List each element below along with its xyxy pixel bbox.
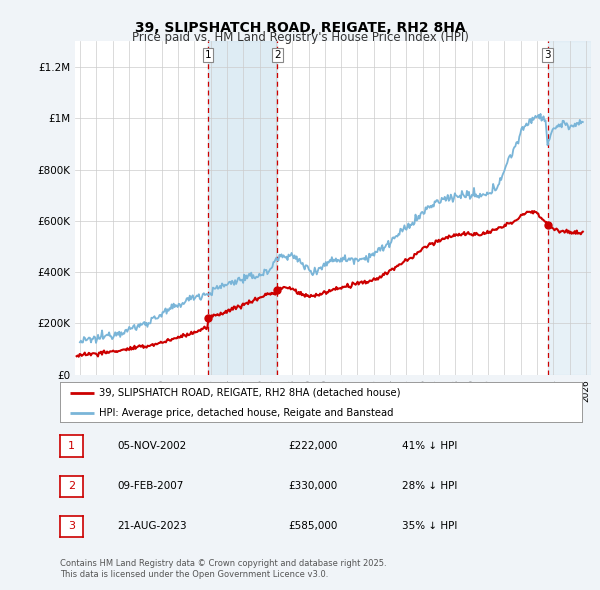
Text: 1: 1 bbox=[68, 441, 75, 451]
Text: 3: 3 bbox=[68, 522, 75, 531]
Text: Price paid vs. HM Land Registry's House Price Index (HPI): Price paid vs. HM Land Registry's House … bbox=[131, 31, 469, 44]
Text: 39, SLIPSHATCH ROAD, REIGATE, RH2 8HA: 39, SLIPSHATCH ROAD, REIGATE, RH2 8HA bbox=[134, 21, 466, 35]
Text: 09-FEB-2007: 09-FEB-2007 bbox=[117, 481, 184, 491]
Text: £330,000: £330,000 bbox=[288, 481, 337, 491]
Text: HPI: Average price, detached house, Reigate and Banstead: HPI: Average price, detached house, Reig… bbox=[99, 408, 394, 418]
Text: Contains HM Land Registry data © Crown copyright and database right 2025.
This d: Contains HM Land Registry data © Crown c… bbox=[60, 559, 386, 579]
Text: 05-NOV-2002: 05-NOV-2002 bbox=[117, 441, 186, 451]
Text: 39, SLIPSHATCH ROAD, REIGATE, RH2 8HA (detached house): 39, SLIPSHATCH ROAD, REIGATE, RH2 8HA (d… bbox=[99, 388, 401, 398]
Text: 1: 1 bbox=[205, 50, 211, 60]
Text: £585,000: £585,000 bbox=[288, 522, 337, 531]
Bar bbox=[208, 41, 277, 375]
Text: 41% ↓ HPI: 41% ↓ HPI bbox=[402, 441, 457, 451]
Text: 2: 2 bbox=[68, 481, 75, 491]
Text: 35% ↓ HPI: 35% ↓ HPI bbox=[402, 522, 457, 531]
Text: 28% ↓ HPI: 28% ↓ HPI bbox=[402, 481, 457, 491]
Bar bbox=[548, 41, 591, 375]
Text: 3: 3 bbox=[544, 50, 551, 60]
Text: 21-AUG-2023: 21-AUG-2023 bbox=[117, 522, 187, 531]
Text: 2: 2 bbox=[274, 50, 281, 60]
Text: £222,000: £222,000 bbox=[288, 441, 337, 451]
